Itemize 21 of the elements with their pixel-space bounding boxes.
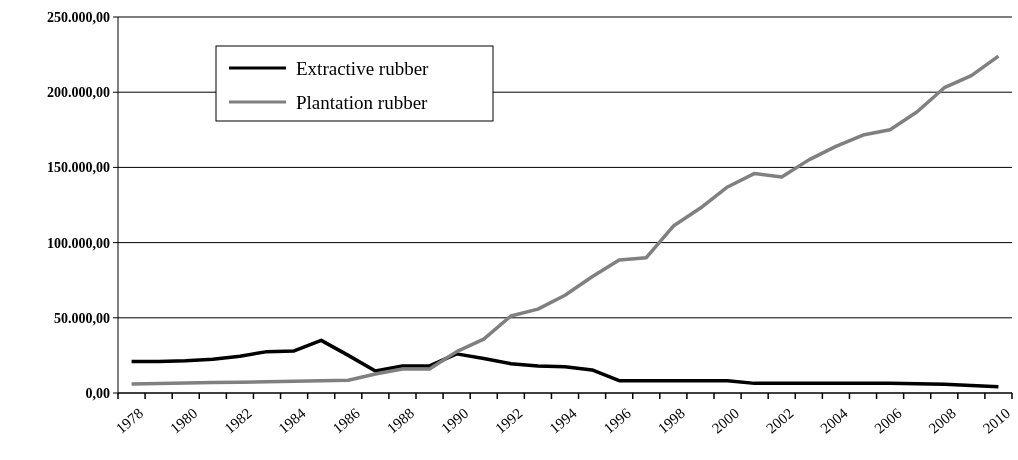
- line-series: [129, 54, 1001, 386]
- y-tick-label: 0,00: [85, 385, 110, 401]
- y-tick-label: 150.000,00: [47, 160, 110, 176]
- legend-label: Extractive rubber: [296, 57, 430, 79]
- x-tick-label: 1990: [438, 405, 472, 437]
- y-tick-label: 100.000,00: [47, 235, 110, 251]
- y-tick-label: 200.000,00: [47, 85, 110, 101]
- x-tick-label: 2000: [708, 405, 743, 437]
- x-tick-label: 2010: [979, 405, 1014, 437]
- x-tick-label: 1982: [221, 405, 255, 437]
- y-tick-label: 50.000,00: [54, 310, 110, 326]
- x-tick-label: 1980: [167, 405, 201, 437]
- legend-label: Plantation rubber: [296, 91, 429, 113]
- line-series: [129, 338, 1001, 389]
- x-tick-label: 1988: [383, 405, 418, 437]
- y-tick-label: 250.000,00: [47, 9, 110, 25]
- x-tick-label: 1978: [112, 405, 147, 437]
- x-tick-label: 2002: [763, 405, 797, 437]
- x-tick-label: 1992: [492, 405, 526, 437]
- x-tick-label: 1986: [329, 404, 364, 437]
- x-tick-label: 1996: [600, 404, 635, 437]
